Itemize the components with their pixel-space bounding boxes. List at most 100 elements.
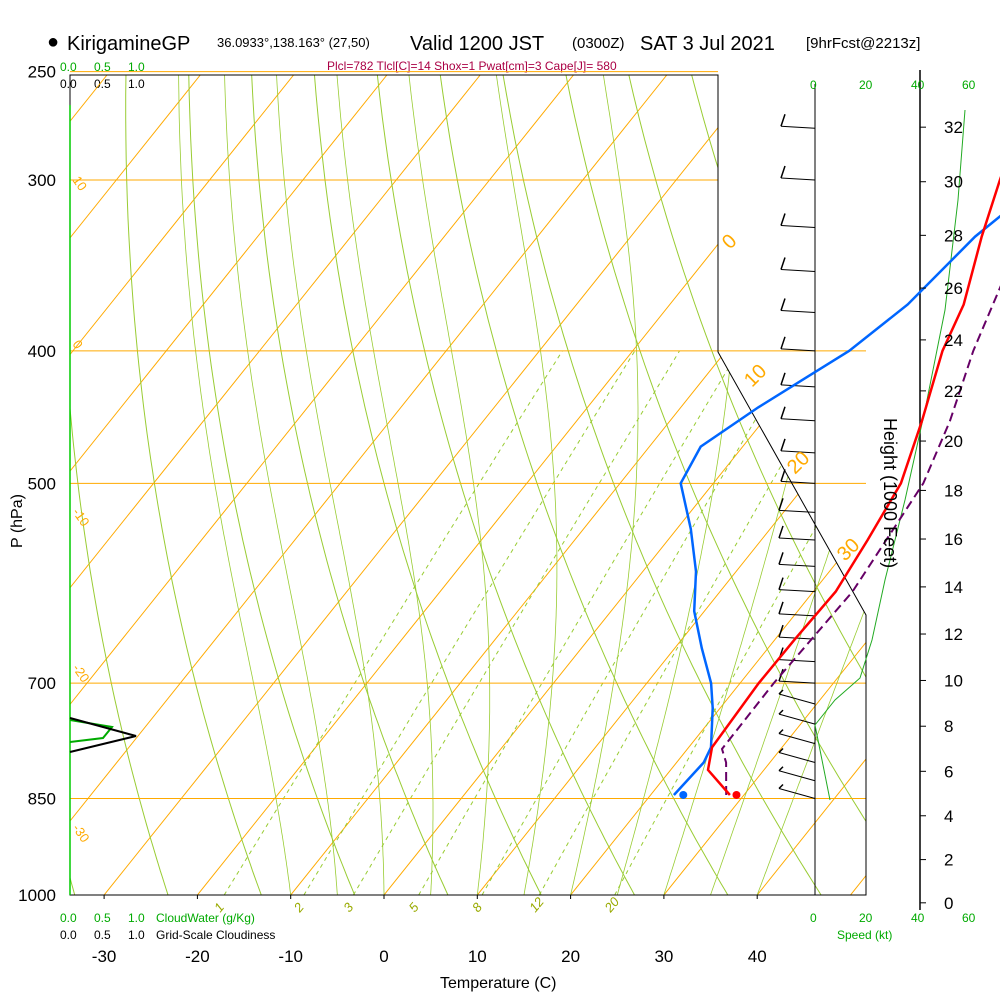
isotherm-label-upper: 20 — [783, 447, 814, 478]
height-tick-label: 8 — [944, 717, 953, 736]
isotherm-label-upper: 10 — [740, 360, 771, 391]
wind-barb — [778, 713, 816, 725]
wind-barb-flag — [778, 689, 784, 695]
wind-barb-flag — [778, 729, 784, 735]
isotherm-line — [70, 75, 481, 895]
pressure-tick: 1000 — [18, 886, 56, 905]
isotherm-line — [70, 75, 388, 895]
wind-barb — [780, 450, 816, 454]
height-tick-label: 18 — [944, 481, 963, 500]
dry-adiabat-line — [376, 75, 635, 895]
mixing-ratio-line — [538, 350, 848, 895]
height-tick-label: 28 — [944, 226, 963, 245]
height-tick-label: 32 — [944, 118, 963, 137]
height-tick-label: 24 — [944, 331, 963, 350]
wind-barb-flag — [780, 438, 786, 452]
isotherm-line — [570, 75, 866, 895]
wind-barb-flag — [778, 498, 784, 511]
speed-bottom-20: 20 — [859, 911, 873, 925]
moist-adiabat-line — [336, 75, 434, 895]
temperature-curve — [706, 175, 1000, 796]
isotherm-line — [70, 75, 668, 895]
mixing-ratio-line — [352, 350, 681, 895]
height-axis-label: Height (1000 Feet) — [880, 418, 900, 568]
cloudiness-blob — [69, 717, 137, 753]
moist-adiabat-line — [408, 75, 491, 895]
wind-barb — [780, 224, 816, 228]
wind-barb-flag — [780, 257, 786, 270]
wind-barb-flag — [778, 552, 784, 565]
dry-adiabat-line — [251, 75, 449, 895]
mixing-ratio-line — [223, 350, 563, 895]
isotherm-label-upper: 30 — [833, 534, 864, 565]
isobar-lines — [70, 71, 866, 896]
isotherm-labels: 10 0 -10 -20 -30 0 10 20 30 — [70, 173, 865, 845]
station-bullet: ● — [47, 31, 59, 53]
wind-barb — [778, 680, 816, 684]
x-tick-label: -20 — [185, 947, 210, 966]
height-tick-label: 20 — [944, 432, 963, 451]
speed-top-0: 0 — [810, 78, 817, 92]
mixing-ratio-labels: 1 2 3 5 8 12 20 — [211, 894, 623, 916]
isotherm-line — [70, 75, 201, 895]
dry-adiabat-line — [502, 75, 822, 895]
bottom-cloudwater-legend: 0.0 0.5 1.0 CloudWater (g/Kg) — [60, 911, 255, 925]
wind-barb — [778, 733, 816, 745]
speed-top-40: 40 — [911, 78, 925, 92]
wind-barb — [778, 563, 816, 567]
isotherm-lines — [70, 75, 866, 895]
moist-adiabat-line — [224, 75, 338, 895]
mixing-ratio-label: 12 — [526, 894, 547, 915]
x-tick-label: 40 — [748, 947, 767, 966]
wind-barb-flag — [778, 709, 784, 715]
x-tick-label: 0 — [379, 947, 388, 966]
wind-barb — [780, 269, 816, 273]
isotherm-line — [70, 75, 574, 895]
height-tick-label: 30 — [944, 173, 963, 192]
mixing-ratio-label: 20 — [601, 894, 623, 916]
wind-barb-flag — [780, 298, 786, 311]
wind-barb — [780, 480, 816, 484]
wind-barb-flag — [780, 469, 786, 482]
dry-adiabat-line — [188, 75, 356, 895]
mixing-ratio-line — [481, 350, 797, 895]
isotherm-line — [383, 75, 866, 895]
wind-barb-flag — [778, 601, 784, 615]
forecast-label: [9hrFcst@2213z] — [806, 35, 920, 52]
cloudwater-label: CloudWater (g/Kg) — [156, 911, 255, 925]
mixing-ratio-label: 3 — [340, 899, 357, 915]
wind-barb-flag — [780, 372, 786, 386]
wind-barb — [778, 613, 816, 617]
dry-adiabat-line — [125, 75, 262, 895]
cloudiness-tick-1: 0.5 — [94, 77, 111, 91]
wind-barb — [778, 770, 816, 782]
isotherm-line — [290, 75, 866, 895]
wind-barb — [778, 693, 816, 705]
isotherm-line — [850, 75, 866, 895]
pressure-tick: 500 — [28, 474, 56, 493]
wind-barb-flag — [780, 114, 786, 127]
wind-barb — [778, 509, 816, 513]
parcel-curve — [720, 285, 1000, 796]
mixing-ratio-line — [303, 350, 636, 895]
mixing-ratio-label: 5 — [406, 899, 423, 915]
moist-adiabat-line — [495, 75, 558, 895]
wind-barb-flag — [778, 525, 784, 539]
dry-adiabat-line — [313, 75, 542, 895]
x-tick-label: -10 — [278, 947, 303, 966]
wind-barb — [778, 659, 816, 663]
dry-adiabat-line — [564, 75, 866, 895]
mixing-ratio-lines — [223, 350, 866, 895]
mixing-ratio-line — [614, 350, 866, 895]
surface-temperature-dot — [732, 790, 741, 799]
x-tick-label: 10 — [468, 947, 487, 966]
cw-bottom-2: 1.0 — [128, 911, 145, 925]
moist-adiabat-line — [570, 75, 639, 895]
height-tick-label: 2 — [944, 851, 953, 870]
x-tick-label: -30 — [92, 947, 117, 966]
cl-bottom-1: 0.5 — [94, 928, 111, 942]
height-tick-label: 6 — [944, 762, 953, 781]
